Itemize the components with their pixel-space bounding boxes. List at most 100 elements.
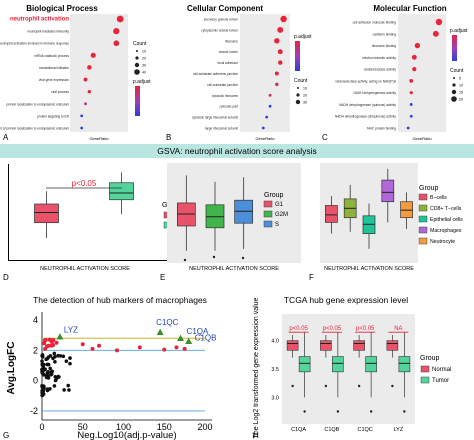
gene-triangle	[156, 328, 164, 335]
outlier-point	[303, 410, 306, 413]
panel-a-colorbar	[135, 86, 140, 116]
term-label: ribosome binding	[372, 44, 397, 48]
term-label: large ribosomal subunit	[205, 127, 238, 131]
legend-label: Normal	[432, 367, 451, 373]
enrichment-dot	[409, 79, 414, 83]
term-label: cytoplasmic vesicle lumen	[201, 28, 238, 32]
panel-e-letter: E	[160, 273, 165, 282]
red-point	[174, 345, 179, 350]
red-point	[137, 345, 142, 350]
panel-h-ticks: 3.0 3.5 4.0 C1QA C1QB C1QC LYZ	[271, 339, 404, 433]
outlier-point	[324, 384, 328, 388]
panel-e-legend: G1 G2M S	[263, 200, 288, 228]
term-label: translational initiation	[39, 66, 69, 70]
size-legend-label: 30	[142, 64, 146, 68]
black-point	[40, 384, 44, 388]
legend-swatch	[418, 204, 428, 212]
box-body	[353, 340, 365, 351]
enrichment-dot	[412, 66, 417, 72]
term-label: electron transfer activity	[362, 56, 396, 60]
box-body	[34, 203, 59, 224]
x-tick-label: C1QA	[291, 427, 306, 433]
black-point	[40, 393, 44, 398]
gene-triangle	[185, 337, 193, 345]
term-label: cell adhesion molecule binding	[353, 21, 397, 25]
outlier-point	[291, 384, 294, 388]
size-legend-label: 10	[303, 87, 307, 91]
panel-a-dots	[80, 15, 124, 130]
term-label: viral process	[51, 90, 69, 94]
black-point	[67, 388, 71, 392]
enrichment-dot	[83, 77, 88, 82]
legend-label: G1	[275, 202, 284, 208]
box-body	[381, 179, 395, 203]
size-legend-dot	[136, 50, 138, 52]
term-label: protein localization to endoplasmic reti…	[6, 102, 69, 106]
box-body	[386, 340, 399, 351]
outlier-point	[183, 258, 187, 262]
panel-c-xlabel: GeneRatio	[412, 136, 432, 141]
term-label: vesicle lumen	[219, 50, 239, 54]
black-point	[48, 387, 52, 391]
panel-h-title: TCGA hub gene expression level	[284, 295, 408, 305]
legend-swatch	[420, 365, 430, 373]
legend-swatch	[263, 220, 273, 228]
black-point	[48, 366, 53, 371]
panel-g-points	[40, 328, 193, 398]
black-point	[46, 370, 50, 374]
size-legend-label: 20	[142, 57, 146, 61]
pvalue-label: NA	[394, 326, 402, 332]
enrichment-dot	[84, 102, 87, 106]
panel-h-letter: H	[253, 431, 259, 440]
size-legend-dot	[297, 87, 299, 89]
term-label: NADH dehydrogenase (quinone) activity	[339, 103, 396, 107]
term-label: secretory granule lumen	[204, 18, 238, 22]
red-point	[90, 346, 95, 351]
panel-g-title: The detection of hub markers of macropha…	[33, 295, 207, 305]
enrichment-dot	[280, 15, 287, 23]
legend-swatch	[418, 226, 428, 234]
black-point	[68, 356, 72, 360]
x-tick-label: C1QC	[357, 427, 372, 433]
panel-b-letter: B	[166, 133, 171, 142]
black-point	[52, 351, 57, 356]
box-body	[109, 182, 134, 201]
x-tick-label: LYZ	[394, 427, 404, 433]
red-point	[44, 344, 49, 349]
x-tick-label: 0	[39, 422, 44, 432]
enrichment-dot	[90, 52, 96, 58]
outlier-point	[336, 410, 340, 413]
box-body	[332, 356, 344, 373]
legend-label: Macrophages	[430, 228, 462, 234]
panel-a-size-legend: 10 20 30 40	[134, 50, 146, 75]
red-point	[51, 343, 56, 348]
term-label: cell-substrate junction	[207, 83, 238, 87]
panel-h-legend: Normal Tumor	[420, 365, 451, 384]
legend-swatch	[418, 193, 428, 201]
panel-a-plot-bg	[70, 14, 128, 132]
outlier-point	[403, 410, 406, 413]
term-label: viral gene expression	[39, 78, 69, 82]
size-legend-dot	[451, 96, 457, 102]
gene-triangle	[56, 333, 64, 340]
panel-c-count-label: Count	[450, 68, 464, 74]
panel-c: Molecular Function cell adhesion molecul…	[322, 4, 468, 142]
legend-label: G2M	[275, 212, 288, 218]
panel-c-plot-bg	[398, 14, 446, 132]
box-body	[298, 356, 311, 373]
size-legend-dot	[135, 56, 139, 60]
enrichment-dot	[409, 91, 413, 95]
enrichment-dot	[113, 27, 120, 35]
panel-c-letter: C	[322, 133, 328, 142]
black-point	[51, 356, 55, 361]
black-point	[54, 377, 59, 381]
enrichment-dot	[411, 54, 417, 60]
black-point	[64, 359, 69, 363]
size-legend-label: 20	[303, 94, 307, 98]
enrichment-dot	[87, 65, 92, 70]
gene-label: C1QA	[187, 327, 209, 336]
enrichment-dot	[274, 38, 280, 44]
panel-a-count-label: Count	[133, 41, 147, 47]
legend-label: B−cells	[430, 195, 447, 201]
